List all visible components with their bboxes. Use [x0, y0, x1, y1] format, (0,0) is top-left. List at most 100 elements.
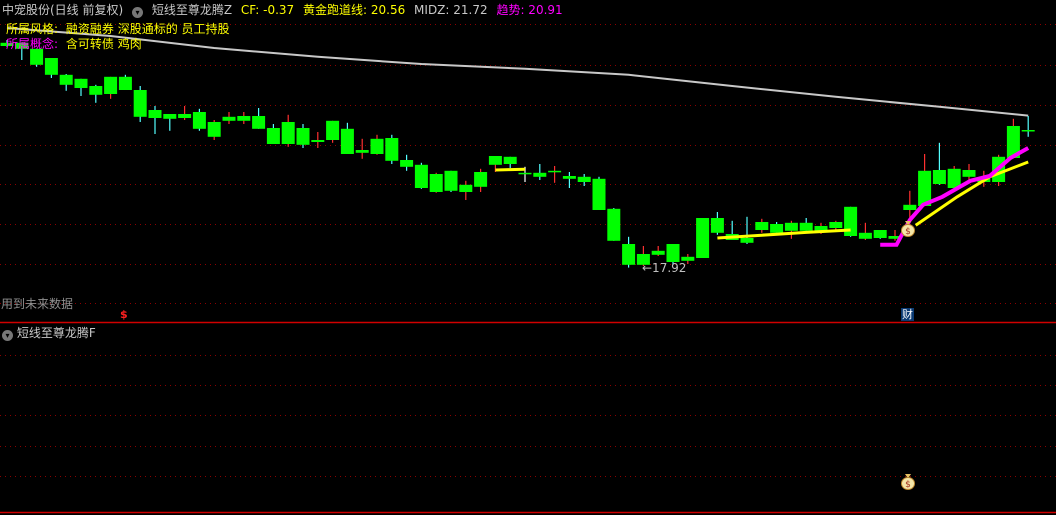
candle-body — [429, 174, 443, 192]
candles — [0, 40, 1035, 268]
candle-body — [784, 222, 798, 231]
candle-body — [740, 238, 754, 243]
candle-body — [385, 138, 399, 161]
candle-body — [533, 172, 547, 177]
golden-value: 黄金跑道线: 20.56 — [303, 3, 406, 17]
candle-body — [903, 204, 917, 210]
candle-body — [696, 218, 710, 258]
golden-runway-line — [495, 167, 526, 172]
candle-body — [488, 156, 502, 165]
candle-body — [1006, 126, 1020, 158]
candle-body — [710, 218, 724, 233]
candle-body — [814, 226, 828, 231]
style-value: 融资融券 深股通标的 员工持股 — [65, 22, 230, 36]
candle-body — [799, 222, 813, 231]
candle-body — [355, 150, 369, 153]
style-info: 所属风格: 融资融券 深股通标的 员工持股 — [6, 20, 230, 37]
candle-body — [400, 160, 414, 167]
candle-body — [962, 170, 976, 177]
svg-text:$: $ — [905, 227, 911, 237]
candle-body — [607, 208, 621, 241]
candle-body — [281, 122, 295, 144]
candle-body — [577, 176, 591, 182]
money-bag-icon: $ — [900, 472, 916, 493]
candle-body — [237, 116, 251, 121]
candle-body — [104, 76, 118, 94]
candle-body — [918, 170, 932, 206]
candle-body — [503, 156, 517, 164]
style-label: 所属风格: — [6, 22, 59, 36]
candle-body — [414, 164, 428, 188]
candle-body — [266, 128, 280, 144]
candle-body — [133, 90, 147, 117]
candle-body — [518, 172, 532, 175]
concept-info: 所属概念: 含可转债 鸡肉 — [6, 35, 142, 52]
dollar-marker: $ — [120, 308, 128, 321]
candle-body — [370, 138, 384, 154]
candle-body — [118, 76, 132, 90]
stock-title: 中宠股份(日线 前复权) — [2, 3, 124, 17]
candle-body — [148, 110, 162, 118]
candle-body — [192, 112, 206, 129]
grid-lines — [0, 24, 1056, 477]
candle-body — [947, 168, 961, 188]
candle-body — [30, 48, 44, 65]
candle-body — [222, 116, 236, 121]
sub-panel-header: ▾ 短线至尊龙腾F — [2, 324, 96, 341]
indicator-lines — [6, 27, 1029, 117]
candle-body — [858, 232, 872, 239]
candle-body — [636, 254, 650, 265]
candle-body — [163, 114, 177, 119]
candle-body — [444, 170, 458, 191]
candle-body — [252, 116, 266, 129]
candle-body — [74, 78, 88, 88]
money-bag-icon: $ — [900, 219, 916, 240]
candle-body — [755, 222, 769, 230]
candle-body — [15, 42, 29, 49]
candle-body — [474, 172, 488, 187]
chart-header: 中宠股份(日线 前复权) ▾ 短线至尊龙腾Z CF: -0.37 黄金跑道线: … — [2, 1, 568, 18]
candle-body — [44, 58, 58, 75]
candle-body — [89, 86, 103, 95]
indicator-name[interactable]: 短线至尊龙腾Z — [151, 3, 233, 17]
svg-text:$: $ — [905, 480, 911, 490]
candle-body — [770, 224, 784, 233]
candle-body — [311, 140, 325, 142]
trend-lines — [495, 146, 1030, 247]
golden-runway-line — [717, 228, 851, 240]
sub-indicator-name[interactable]: 短线至尊龙腾F — [16, 326, 96, 340]
candle-body — [592, 178, 606, 210]
chevron-down-icon[interactable]: ▾ — [132, 7, 144, 18]
candle-body — [562, 176, 576, 179]
candle-body — [829, 222, 843, 228]
candle-body — [207, 122, 221, 137]
candle-body — [340, 128, 354, 154]
candle-body — [651, 250, 665, 255]
candle-body — [932, 170, 946, 184]
future-data-label: 用到未来数据 — [1, 297, 74, 311]
finance-marker[interactable]: 财 — [901, 308, 914, 321]
candle-body — [296, 128, 310, 145]
cf-value: CF: -0.37 — [240, 3, 295, 17]
candle-body — [888, 236, 902, 239]
candle-body — [873, 230, 887, 238]
golden-runway-line — [914, 160, 1029, 227]
candle-body — [178, 114, 192, 118]
chevron-down-icon[interactable]: ▾ — [2, 330, 13, 341]
candle-body — [326, 120, 340, 140]
midz-value: MIDZ: 21.72 — [414, 3, 488, 17]
candle-body — [459, 184, 473, 192]
trend-line — [880, 146, 1030, 247]
candle-body — [666, 244, 680, 262]
candle-body — [548, 170, 562, 173]
concept-label: 所属概念: — [6, 37, 59, 51]
candle-body — [59, 74, 73, 85]
trend-value: 趋势: 20.91 — [496, 3, 563, 17]
candle-body — [622, 244, 636, 265]
candle-body — [0, 42, 14, 46]
candle-body — [1021, 130, 1035, 132]
low-price-label: ←17.92 — [642, 261, 687, 275]
candle-body — [681, 256, 695, 261]
midz-line — [6, 27, 1029, 117]
